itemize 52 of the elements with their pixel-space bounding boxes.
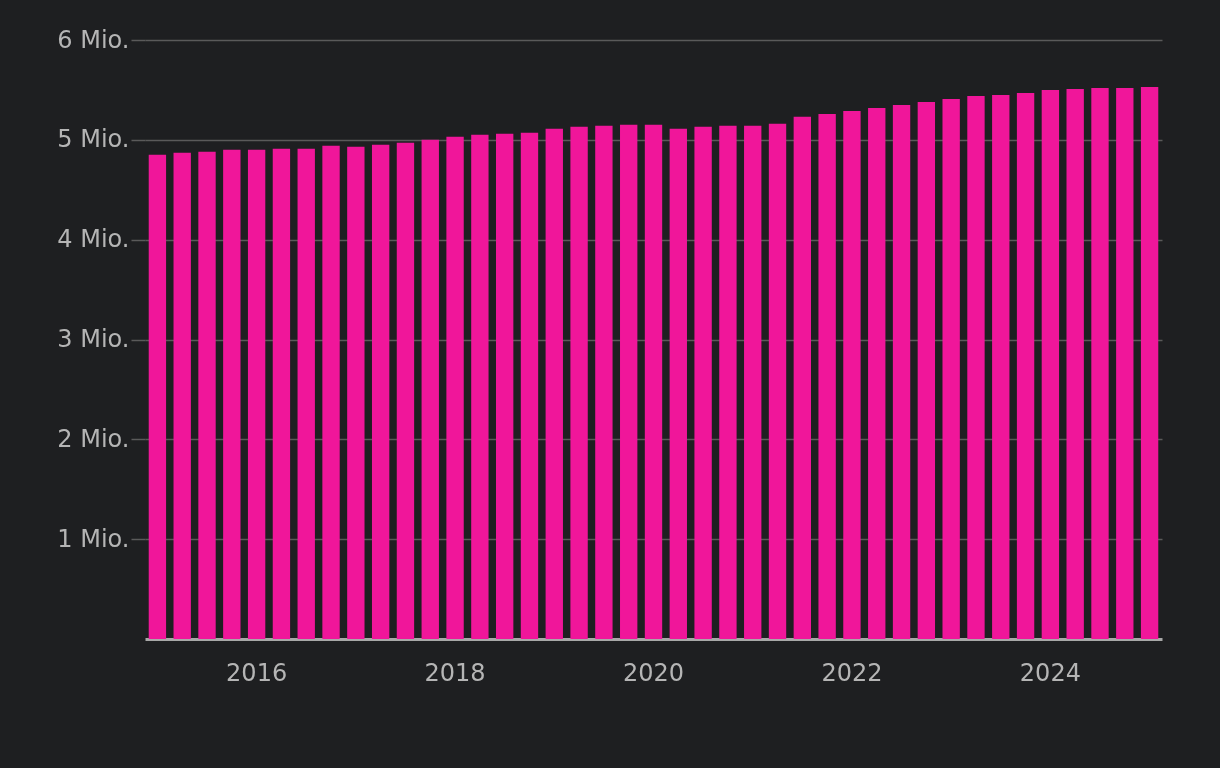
bar bbox=[223, 149, 241, 639]
y-tick-label: 5 Mio. bbox=[57, 125, 130, 154]
bar bbox=[942, 98, 960, 639]
bar bbox=[371, 144, 390, 639]
bar bbox=[247, 149, 266, 639]
bar bbox=[471, 134, 489, 639]
bar bbox=[644, 124, 663, 639]
x-tick-label: 2018 bbox=[424, 658, 486, 687]
bar bbox=[1116, 87, 1134, 639]
bar bbox=[446, 136, 464, 639]
bar bbox=[620, 124, 638, 639]
bar bbox=[744, 125, 762, 639]
bar bbox=[396, 142, 415, 639]
bar bbox=[520, 132, 539, 639]
bar bbox=[992, 94, 1010, 639]
bar bbox=[719, 125, 737, 639]
bar bbox=[917, 101, 936, 639]
bar bbox=[818, 113, 836, 639]
bar bbox=[1016, 92, 1035, 639]
y-tick-label: 3 Mio. bbox=[57, 325, 130, 353]
bar bbox=[148, 154, 167, 639]
x-tick-label: 2016 bbox=[226, 658, 288, 687]
bar bbox=[347, 146, 365, 639]
bar bbox=[545, 128, 563, 639]
bar bbox=[694, 126, 712, 639]
bar bbox=[322, 145, 340, 639]
bar bbox=[272, 148, 291, 639]
bar bbox=[1041, 89, 1060, 639]
bar bbox=[1140, 86, 1159, 639]
bar bbox=[768, 123, 787, 639]
bar bbox=[1066, 88, 1084, 639]
x-tick-label: 2022 bbox=[821, 658, 883, 687]
bar bbox=[198, 151, 216, 639]
bar bbox=[421, 139, 439, 639]
y-tick-label: 4 Mio. bbox=[57, 225, 130, 254]
bar bbox=[669, 128, 687, 639]
x-tick-label: 2024 bbox=[1019, 658, 1081, 687]
bar bbox=[967, 95, 985, 639]
y-tick-label: 2 Mio. bbox=[57, 424, 130, 453]
x-tick-label: 2020 bbox=[622, 658, 685, 687]
bar bbox=[570, 126, 588, 639]
bar bbox=[892, 104, 911, 639]
bar bbox=[173, 152, 191, 639]
y-tick-label: 1 Mio. bbox=[57, 524, 130, 553]
bar bbox=[868, 107, 886, 639]
y-tick-label: 6 Mio. bbox=[57, 25, 130, 54]
bar bbox=[793, 116, 812, 639]
bar bbox=[843, 110, 861, 639]
bar bbox=[495, 133, 514, 639]
bar bbox=[595, 125, 613, 639]
bar bbox=[1091, 87, 1109, 639]
bar bbox=[297, 148, 315, 639]
